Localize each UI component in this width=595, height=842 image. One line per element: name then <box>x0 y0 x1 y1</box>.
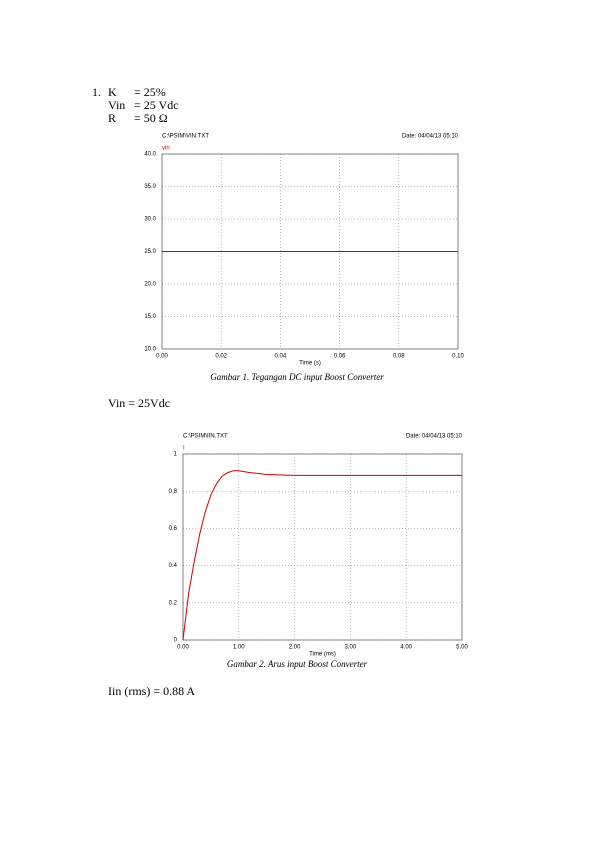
note: Vin = 25Vdc <box>108 396 170 410</box>
y-tick-label: 35.0 <box>144 184 156 190</box>
x-tick-label: 2.00 <box>289 645 301 651</box>
param-value: = 25 Vdc <box>134 98 179 112</box>
y-tick-label: 1 <box>174 452 178 458</box>
caption: Gambar 1. Tegangan DC input Boost Conver… <box>210 372 384 382</box>
param-name: K <box>108 85 117 99</box>
x-tick-label: 1.00 <box>233 645 245 651</box>
x-axis-label: Time (s) <box>299 361 321 367</box>
legend-entry: vin <box>162 146 170 152</box>
x-tick-label: 3.00 <box>345 645 357 651</box>
caption: Gambar 2. Arus input Boost Converter <box>227 659 368 669</box>
file-label: C:\PSIM\IIN.TXT <box>183 434 228 440</box>
legend-entry: I <box>183 446 185 452</box>
y-tick-label: 0.8 <box>169 489 178 495</box>
x-tick-label: 0.06 <box>334 354 346 360</box>
x-tick-label: 4.00 <box>400 645 412 651</box>
plot-frame <box>182 453 463 641</box>
x-tick-label: 5.00 <box>456 645 468 651</box>
file-label: C:\PSIM\VIN.TXT <box>162 134 209 140</box>
x-tick-label: 0.10 <box>452 354 464 360</box>
x-tick-label: 0.02 <box>215 354 227 360</box>
series-line <box>182 470 462 641</box>
date-label: Date: 04/04/13 05:10 <box>402 134 459 140</box>
item-number: 1. <box>92 85 101 99</box>
date-label: Date: 04/04/13 05:10 <box>406 434 463 440</box>
param-value: = 50 Ω <box>134 111 168 125</box>
x-tick-label: 0.04 <box>275 354 287 360</box>
y-tick-label: 0 <box>174 638 178 644</box>
x-axis-label: Time (ms) <box>309 652 336 658</box>
param-name: Vin <box>108 98 125 112</box>
x-tick-label: 0.00 <box>156 354 168 360</box>
note: Iin (rms) = 0.88 A <box>108 684 195 698</box>
y-tick-label: 15.0 <box>144 314 156 320</box>
y-tick-label: 0.6 <box>169 526 178 532</box>
y-tick-label: 20.0 <box>144 282 156 288</box>
y-tick-label: 0.2 <box>169 600 178 606</box>
param-value: = 25% <box>134 85 166 99</box>
param-name: R <box>108 111 116 125</box>
x-tick-label: 0.08 <box>393 354 405 360</box>
y-tick-label: 30.0 <box>144 217 156 223</box>
y-tick-label: 40.0 <box>144 152 156 158</box>
x-tick-label: 0.00 <box>177 645 189 651</box>
y-tick-label: 10.0 <box>144 347 156 353</box>
y-tick-label: 25.0 <box>144 249 156 255</box>
y-tick-label: 0.4 <box>169 563 178 569</box>
